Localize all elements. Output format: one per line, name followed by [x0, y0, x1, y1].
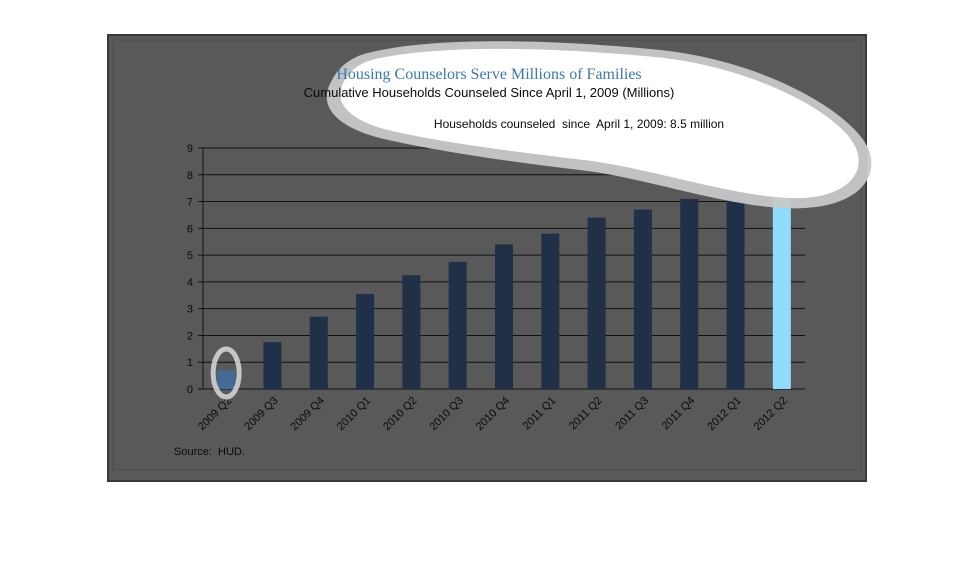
bar-2009-q4	[309, 316, 328, 389]
y-tick-label: 8	[187, 170, 193, 182]
bar-2011-q2	[587, 217, 606, 389]
bar-2010-q3	[448, 261, 467, 389]
y-tick-label: 1	[187, 357, 193, 369]
source-note: Source: HUD.	[174, 446, 245, 458]
chart-title: Housing Counselors Serve Millions of Fam…	[336, 66, 641, 83]
y-tick-label: 5	[187, 250, 193, 262]
chart-subtitle: Cumulative Households Counseled Since Ap…	[304, 85, 675, 100]
y-tick-label: 3	[187, 304, 193, 316]
y-tick-label: 7	[187, 197, 193, 209]
y-tick-label: 6	[187, 223, 193, 235]
chart-inner-border	[112, 39, 862, 471]
bar-2010-q2	[402, 275, 421, 389]
y-tick-label: 2	[187, 330, 193, 342]
y-tick-label: 4	[187, 277, 193, 289]
bar-2009-q3	[263, 342, 282, 389]
bars	[217, 161, 791, 389]
bar-2012-q1	[726, 186, 745, 389]
callout-annotation: Households counseled since April 1, 2009…	[434, 117, 724, 131]
y-tick-label: 0	[187, 384, 193, 396]
bar-2010-q1	[356, 293, 375, 389]
first-bar-highlight-circle	[210, 346, 242, 400]
y-tick-label: 9	[187, 143, 193, 155]
bar-2010-q4	[495, 244, 513, 389]
bar-2012-q2	[772, 161, 791, 389]
bar-2011-q3	[633, 209, 652, 389]
bar-2011-q4	[680, 198, 699, 389]
bar-2011-q1	[541, 233, 560, 389]
bar-2009-q2	[217, 370, 236, 389]
callout-cloud	[340, 48, 859, 199]
